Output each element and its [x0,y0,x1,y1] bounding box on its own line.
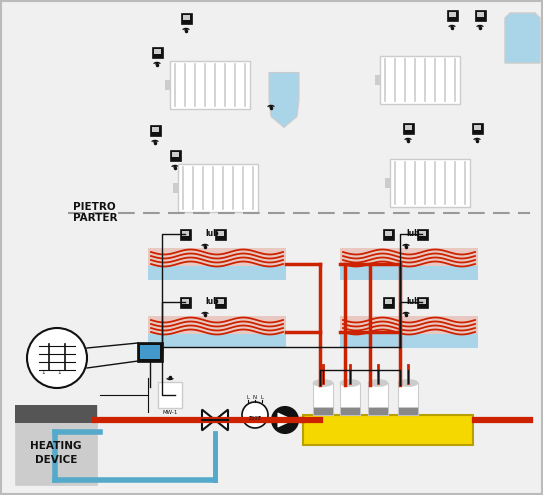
FancyBboxPatch shape [140,345,160,359]
Polygon shape [278,413,293,427]
FancyBboxPatch shape [384,298,392,304]
FancyBboxPatch shape [169,149,180,160]
FancyBboxPatch shape [446,9,458,20]
FancyBboxPatch shape [375,75,381,85]
FancyBboxPatch shape [419,298,426,304]
FancyBboxPatch shape [390,159,470,207]
FancyBboxPatch shape [158,382,182,408]
Circle shape [242,402,268,428]
FancyBboxPatch shape [416,297,427,307]
Text: lub: lub [406,230,420,239]
FancyBboxPatch shape [154,49,161,54]
FancyBboxPatch shape [15,405,97,423]
FancyBboxPatch shape [180,12,192,23]
Text: 1: 1 [57,370,61,375]
FancyBboxPatch shape [340,383,360,415]
FancyBboxPatch shape [473,125,481,130]
Text: HEATING
DEVICE: HEATING DEVICE [30,442,82,465]
FancyBboxPatch shape [402,122,414,134]
Polygon shape [269,72,299,128]
Text: PIETRO: PIETRO [73,202,116,212]
FancyBboxPatch shape [181,298,188,304]
Ellipse shape [313,380,333,387]
FancyBboxPatch shape [217,231,224,236]
FancyBboxPatch shape [148,316,286,334]
FancyBboxPatch shape [340,316,478,334]
Text: lub: lub [205,230,219,239]
Circle shape [27,328,87,388]
FancyBboxPatch shape [368,407,388,415]
FancyBboxPatch shape [148,334,286,348]
FancyBboxPatch shape [384,231,392,236]
FancyBboxPatch shape [380,56,460,104]
FancyBboxPatch shape [313,407,333,415]
FancyBboxPatch shape [340,266,478,280]
Polygon shape [505,13,540,63]
FancyBboxPatch shape [340,407,360,415]
Text: 1: 1 [41,370,45,375]
FancyBboxPatch shape [170,61,250,109]
FancyBboxPatch shape [368,383,388,415]
FancyBboxPatch shape [15,405,97,485]
FancyBboxPatch shape [149,125,161,136]
Ellipse shape [398,380,418,387]
FancyBboxPatch shape [313,383,333,415]
FancyBboxPatch shape [137,342,163,362]
FancyBboxPatch shape [182,14,190,20]
Text: PARTER: PARTER [73,213,117,223]
FancyBboxPatch shape [477,11,483,17]
FancyBboxPatch shape [148,266,286,280]
FancyBboxPatch shape [449,11,456,17]
FancyBboxPatch shape [180,229,191,240]
FancyBboxPatch shape [405,125,412,130]
Ellipse shape [368,380,388,387]
Text: MW-1: MW-1 [162,410,178,415]
FancyBboxPatch shape [151,47,162,57]
FancyBboxPatch shape [303,415,473,445]
FancyBboxPatch shape [173,183,179,193]
Ellipse shape [340,380,360,387]
Text: 230V: 230V [249,416,261,422]
FancyBboxPatch shape [148,248,286,266]
Text: L: L [261,395,263,400]
FancyBboxPatch shape [217,298,224,304]
Polygon shape [215,409,228,430]
Text: lub: lub [406,297,420,306]
FancyBboxPatch shape [471,122,483,134]
FancyBboxPatch shape [475,9,485,20]
FancyBboxPatch shape [172,151,179,157]
FancyBboxPatch shape [340,248,478,266]
FancyBboxPatch shape [181,231,188,236]
FancyBboxPatch shape [178,164,258,212]
Text: N: N [253,395,257,400]
FancyBboxPatch shape [419,231,426,236]
FancyBboxPatch shape [385,178,391,188]
FancyBboxPatch shape [416,229,427,240]
FancyBboxPatch shape [151,127,159,132]
FancyBboxPatch shape [398,407,418,415]
Text: lub: lub [205,297,219,306]
FancyBboxPatch shape [180,297,191,307]
FancyBboxPatch shape [398,383,418,415]
Circle shape [272,407,298,433]
Polygon shape [202,409,215,430]
FancyBboxPatch shape [382,229,394,240]
FancyBboxPatch shape [214,229,225,240]
FancyBboxPatch shape [340,334,478,348]
FancyBboxPatch shape [165,80,171,90]
FancyBboxPatch shape [214,297,225,307]
FancyBboxPatch shape [382,297,394,307]
Text: L: L [247,395,249,400]
